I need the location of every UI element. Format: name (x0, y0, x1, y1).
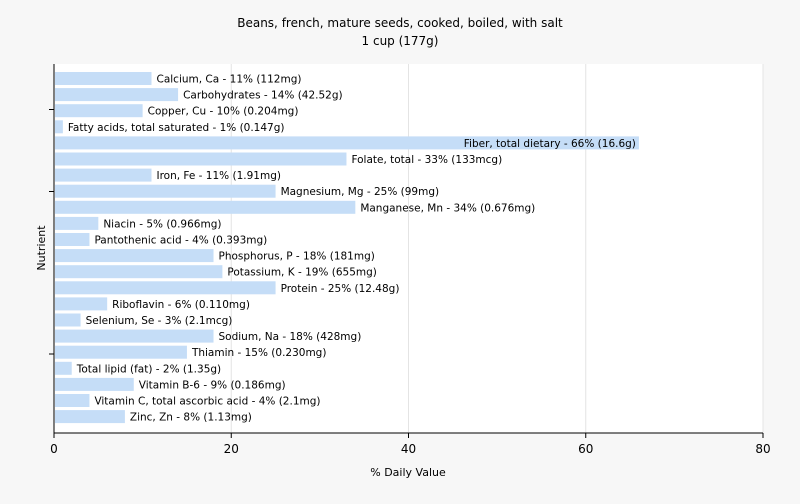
chart-subtitle: 1 cup (177g) (362, 34, 439, 48)
bar-label: Iron, Fe - 11% (1.91mg) (156, 170, 280, 182)
bar-label: Riboflavin - 6% (0.110mg) (112, 299, 250, 311)
y-axis-label: Nutrient (35, 225, 48, 271)
bar-label: Manganese, Mn - 34% (0.676mg) (360, 202, 535, 214)
bar-label: Protein - 25% (12.48g) (281, 283, 400, 295)
bar-label: Fatty acids, total saturated - 1% (0.147… (68, 122, 285, 134)
bar-label: Vitamin C, total ascorbic acid - 4% (2.1… (94, 396, 320, 408)
bar (55, 168, 152, 182)
bar-label: Niacin - 5% (0.966mg) (103, 218, 221, 230)
bar (55, 152, 347, 166)
bar-label: Thiamin - 15% (0.230mg) (191, 347, 327, 359)
bar (55, 233, 90, 246)
bar-label: Folate, total - 33% (133mcg) (351, 154, 502, 166)
x-tick-label: 80 (755, 442, 770, 456)
bar-label: Carbohydrates - 14% (42.52g) (183, 90, 343, 102)
bar-label: Phosphorus, P - 18% (181mg) (219, 251, 375, 263)
x-axis-label: % Daily Value (370, 466, 446, 479)
bar-label: Zinc, Zn - 8% (1.13mg) (130, 412, 252, 424)
bar-label: Copper, Cu - 10% (0.204mg) (148, 106, 299, 118)
bar (55, 265, 223, 279)
bar-label: Pantothenic acid - 4% (0.393mg) (94, 235, 267, 247)
bar-label: Calcium, Ca - 11% (112mg) (156, 74, 301, 86)
x-tick-label: 60 (578, 442, 593, 456)
chart-title: Beans, french, mature seeds, cooked, boi… (237, 16, 563, 30)
bar (55, 120, 63, 134)
bar (55, 72, 152, 85)
bar-label: Potassium, K - 19% (655mg) (227, 267, 377, 279)
bar (55, 297, 108, 311)
x-tick-label: 40 (401, 442, 416, 456)
bar (55, 184, 276, 198)
bar-label: Selenium, Se - 3% (2.1mcg) (86, 315, 233, 327)
bar (55, 329, 214, 343)
x-tick-label: 20 (224, 442, 239, 456)
bar-label: Total lipid (fat) - 2% (1.35g) (76, 363, 221, 375)
bar (55, 136, 639, 150)
bar-label: Vitamin B-6 - 9% (0.186mg) (139, 379, 286, 391)
bar (55, 361, 72, 375)
x-tick-label: 0 (50, 442, 58, 456)
bar (55, 104, 143, 118)
bar (55, 88, 179, 102)
bar (55, 345, 187, 359)
bar (55, 200, 356, 214)
bar (55, 377, 134, 391)
bar-label: Sodium, Na - 18% (428mg) (219, 331, 362, 343)
bar (55, 410, 125, 424)
bar-label: Fiber, total dietary - 66% (16.6g) (464, 138, 636, 150)
bar-label: Magnesium, Mg - 25% (99mg) (281, 186, 440, 198)
bar (55, 394, 90, 407)
bar (55, 313, 81, 327)
bar (55, 281, 276, 295)
bar (55, 249, 214, 263)
bar (55, 216, 99, 230)
